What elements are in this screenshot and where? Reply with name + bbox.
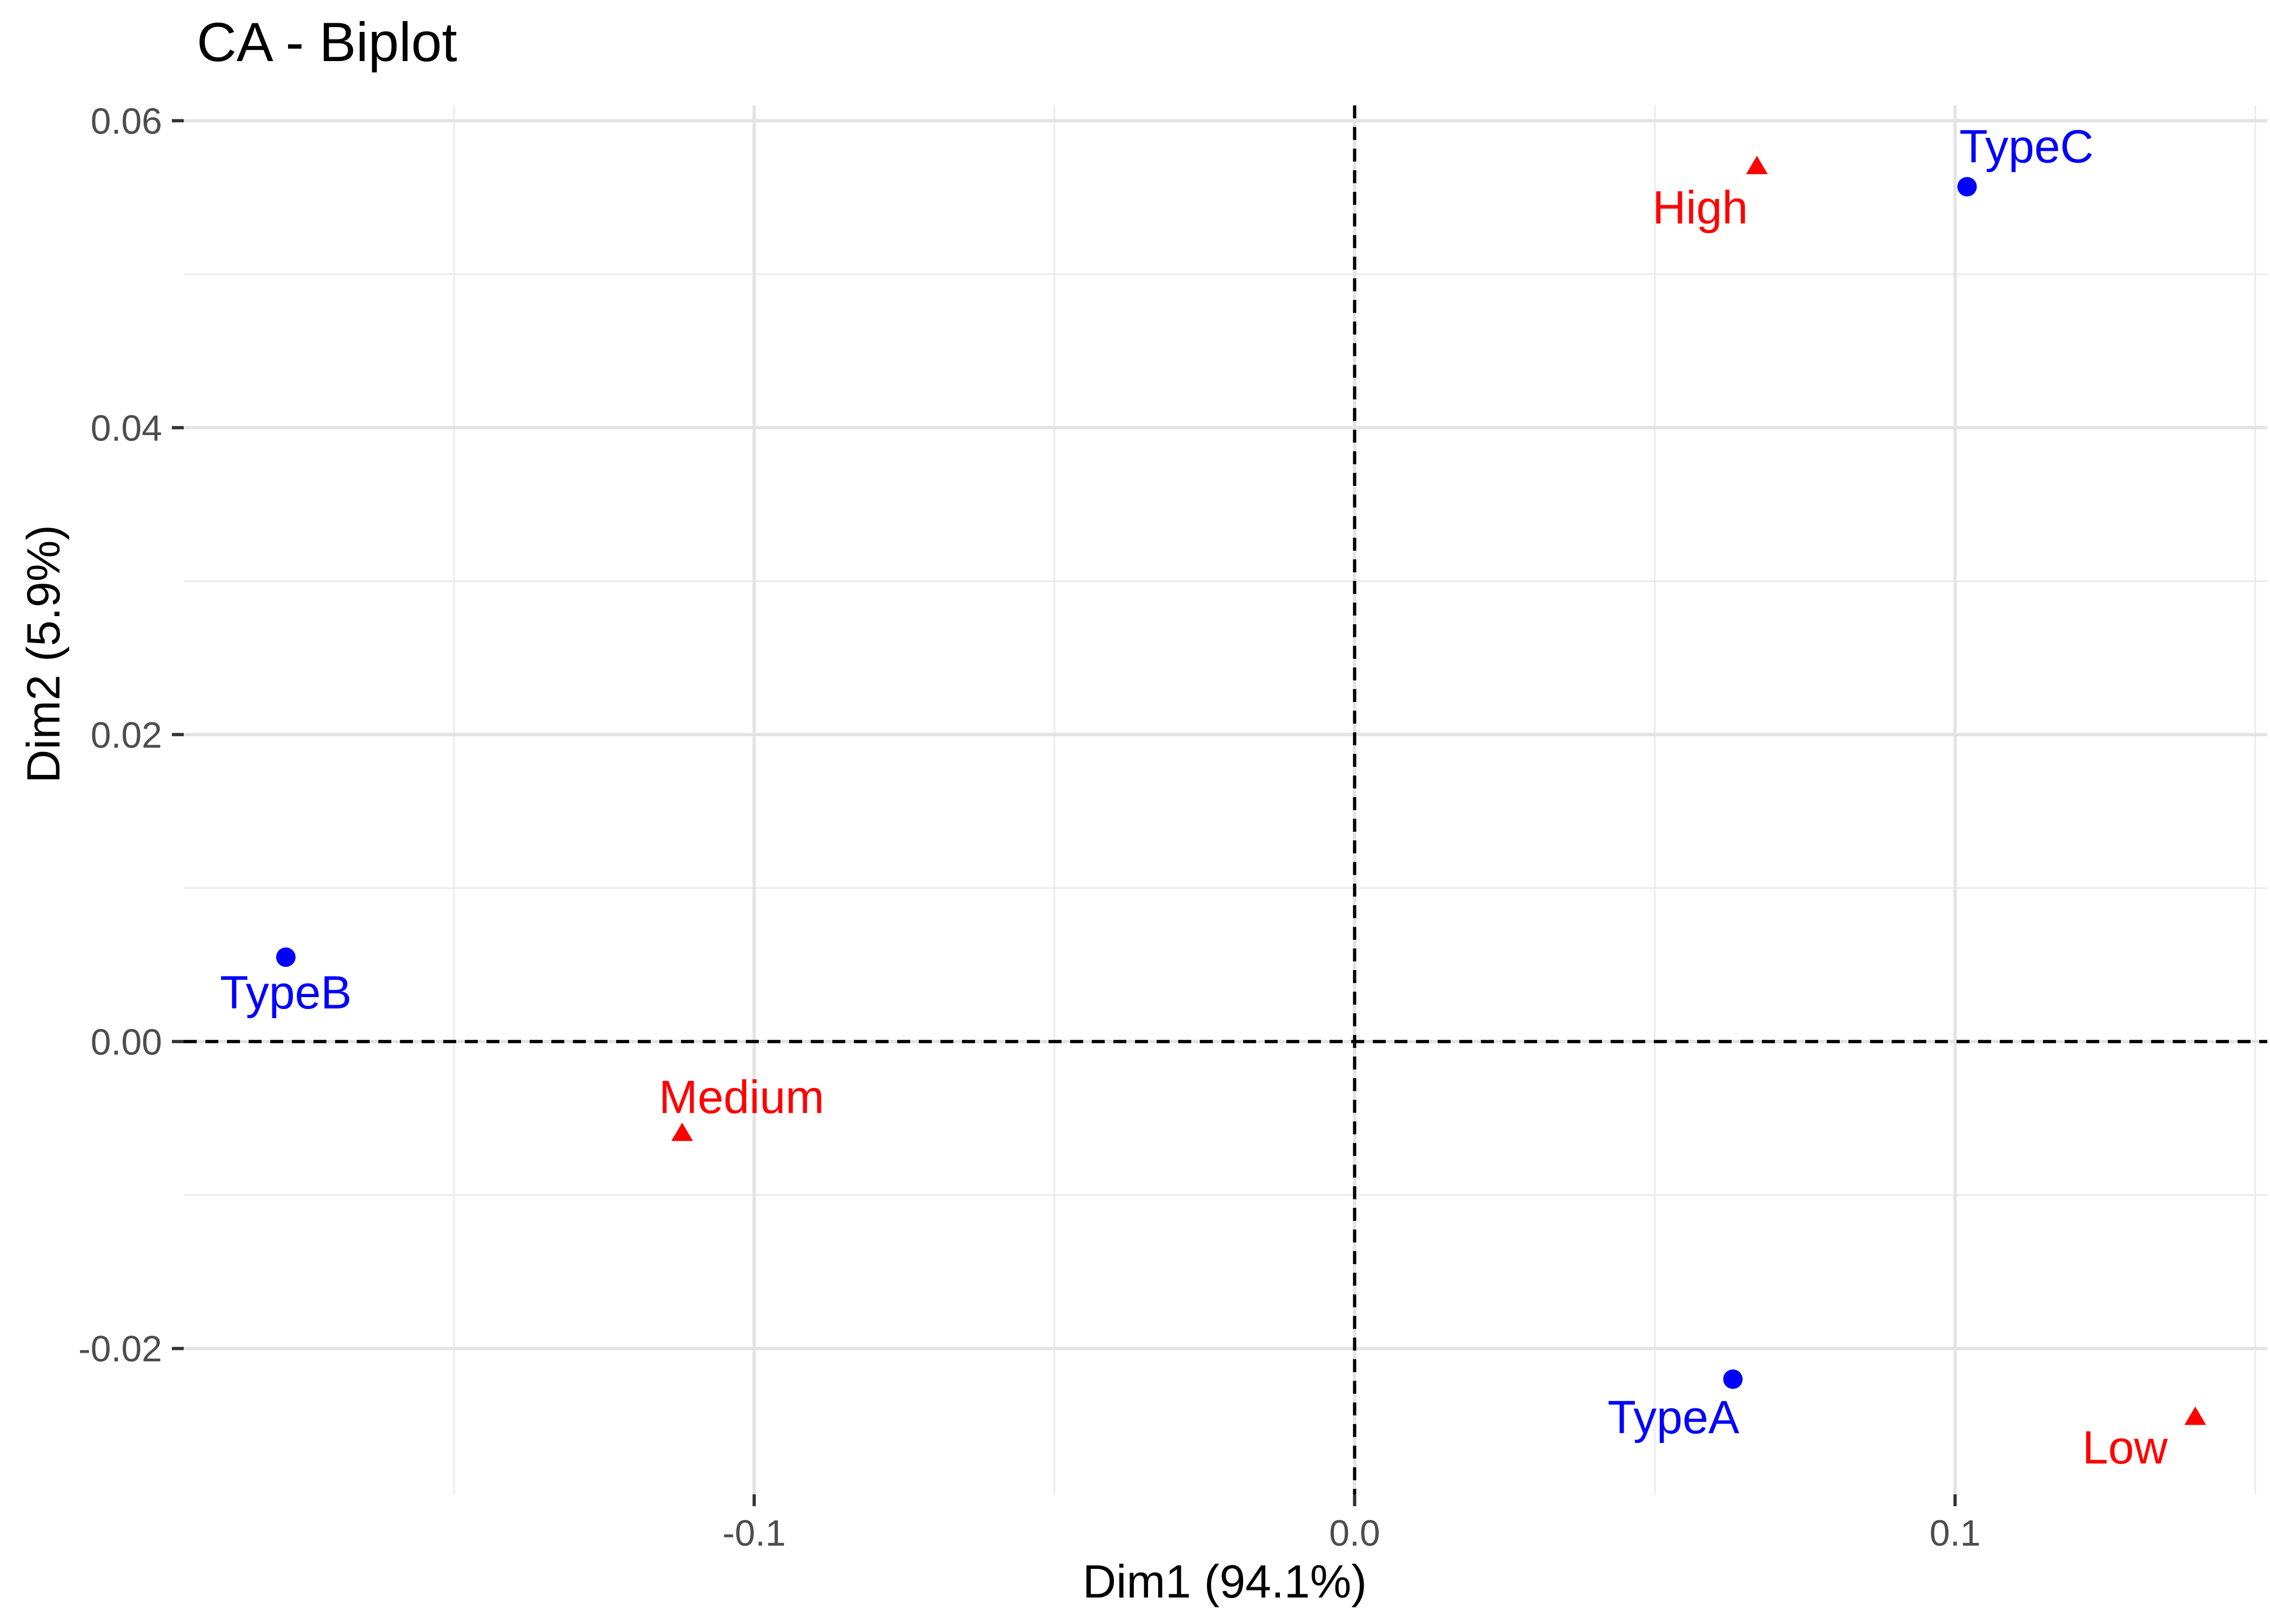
y-axis-label: Dim2 (5.9%) bbox=[18, 525, 70, 783]
y-tick-label: 0.04 bbox=[91, 407, 162, 449]
x-tick-label: 0.1 bbox=[1929, 1513, 1981, 1554]
reference-lines bbox=[184, 105, 2267, 1494]
point-label-high: High bbox=[1652, 182, 1748, 234]
point-label-typeb: TypeB bbox=[220, 967, 352, 1019]
y-tick-label: 0.06 bbox=[91, 101, 162, 142]
x-tick-label: 0.0 bbox=[1329, 1513, 1380, 1554]
point-medium bbox=[671, 1122, 693, 1141]
point-label-typec: TypeC bbox=[1959, 121, 2094, 173]
point-label-low: Low bbox=[2082, 1422, 2168, 1474]
chart-title: CA - Biplot bbox=[197, 11, 457, 73]
point-high bbox=[1746, 156, 1768, 175]
y-tick-label: 0.00 bbox=[91, 1021, 162, 1062]
x-axis-label: Dim1 (94.1%) bbox=[1083, 1556, 1367, 1608]
points-layer bbox=[276, 156, 2206, 1425]
y-tick-label: 0.02 bbox=[91, 714, 162, 756]
point-typea bbox=[1723, 1369, 1743, 1389]
y-tick-label: -0.02 bbox=[78, 1328, 162, 1369]
point-typeb bbox=[276, 947, 296, 967]
x-tick-label: -0.1 bbox=[723, 1513, 786, 1554]
point-label-medium: Medium bbox=[659, 1072, 824, 1124]
grid-layer bbox=[184, 105, 2267, 1494]
point-label-typea: TypeA bbox=[1607, 1392, 1739, 1443]
point-low bbox=[2184, 1406, 2206, 1425]
point-typec bbox=[1957, 177, 1977, 197]
axes-layer: -0.1 0.0 0.1 -0.02 0.00 0.02 0.04 0.06 bbox=[78, 101, 1981, 1554]
point-labels-layer: TypeA TypeB TypeC High Medium Low bbox=[220, 121, 2168, 1474]
